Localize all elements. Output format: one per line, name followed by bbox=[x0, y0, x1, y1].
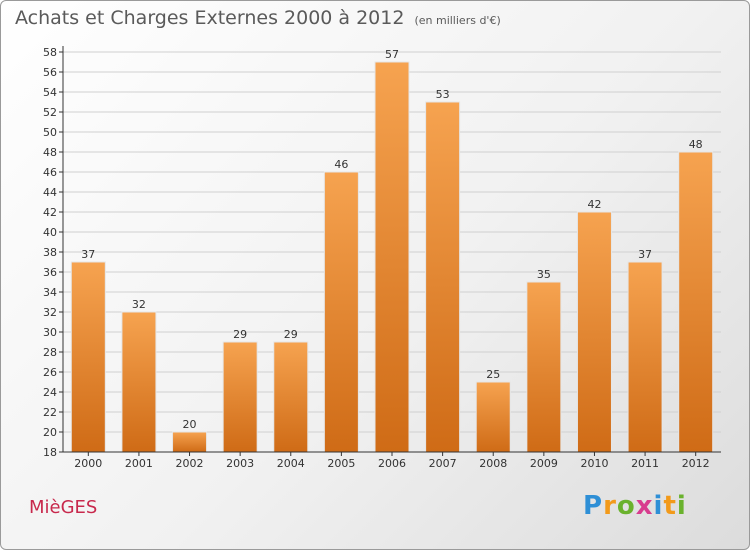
y-tick-label: 24 bbox=[43, 386, 57, 399]
x-tick-label: 2006 bbox=[378, 457, 406, 470]
logo-letter: P bbox=[583, 491, 604, 521]
bar-value-label: 46 bbox=[334, 158, 348, 171]
x-tick-label: 2005 bbox=[327, 457, 355, 470]
x-tick-label: 2004 bbox=[277, 457, 305, 470]
chart-title: Achats et Charges Externes 2000 à 2012 (e… bbox=[15, 7, 501, 29]
bar-value-label: 20 bbox=[183, 418, 197, 431]
bar-value-label: 25 bbox=[486, 368, 500, 381]
x-tick-label: 2010 bbox=[580, 457, 608, 470]
bar bbox=[70, 261, 106, 453]
bar bbox=[323, 171, 359, 453]
bars bbox=[70, 61, 714, 453]
bar bbox=[425, 101, 461, 453]
bar-value-label: 32 bbox=[132, 298, 146, 311]
y-tick-label: 50 bbox=[43, 126, 57, 139]
x-tick-label: 2011 bbox=[631, 457, 659, 470]
y-tick-label: 58 bbox=[43, 46, 57, 59]
logo-letter: t bbox=[663, 491, 677, 521]
labels: 18 20 22 24 26 28 30 32 34 36 38 40 42 44 46 48 50 52 54 56… bbox=[43, 46, 710, 470]
axes bbox=[59, 46, 721, 456]
bar-value-label: 29 bbox=[284, 328, 298, 341]
y-tick-label: 34 bbox=[43, 286, 57, 299]
logo-letter: i bbox=[653, 491, 664, 521]
x-tick-label: 2001 bbox=[125, 457, 153, 470]
y-tick-label: 46 bbox=[43, 166, 57, 179]
y-tick-label: 44 bbox=[43, 186, 57, 199]
bar-value-label: 57 bbox=[385, 48, 399, 61]
x-tick-label: 2007 bbox=[429, 457, 457, 470]
y-tick-label: 22 bbox=[43, 406, 57, 419]
bar-value-label: 48 bbox=[689, 138, 703, 151]
bar-value-label: 37 bbox=[81, 248, 95, 261]
y-tick-label: 56 bbox=[43, 66, 57, 79]
bar bbox=[374, 61, 410, 453]
bar bbox=[678, 151, 714, 453]
logo-letter: i bbox=[676, 491, 687, 521]
bar bbox=[222, 341, 258, 453]
y-tick-label: 54 bbox=[43, 86, 57, 99]
bar bbox=[172, 431, 208, 453]
y-tick-label: 52 bbox=[43, 106, 57, 119]
y-tick-label: 36 bbox=[43, 266, 57, 279]
bar bbox=[121, 311, 157, 453]
bar bbox=[576, 211, 612, 453]
y-tick-label: 40 bbox=[43, 226, 57, 239]
chart-title-text: Achats et Charges Externes 2000 à 2012 bbox=[15, 7, 405, 29]
bar bbox=[475, 381, 511, 453]
chart-unit: (en milliers d'€) bbox=[414, 14, 501, 27]
y-tick-label: 20 bbox=[43, 426, 57, 439]
proxiti-logo: Proxiti bbox=[583, 491, 687, 521]
x-tick-label: 2012 bbox=[682, 457, 710, 470]
y-tick-label: 30 bbox=[43, 326, 57, 339]
x-tick-label: 2003 bbox=[226, 457, 254, 470]
bar bbox=[273, 341, 309, 453]
bar-value-label: 37 bbox=[638, 248, 652, 261]
x-tick-label: 2000 bbox=[74, 457, 102, 470]
y-tick-label: 48 bbox=[43, 146, 57, 159]
y-tick-label: 18 bbox=[43, 446, 57, 459]
x-tick-label: 2002 bbox=[176, 457, 204, 470]
bar-value-label: 35 bbox=[537, 268, 551, 281]
y-tick-label: 32 bbox=[43, 306, 57, 319]
commune-name: MièGES bbox=[29, 497, 98, 518]
bar-value-label: 29 bbox=[233, 328, 247, 341]
y-tick-label: 42 bbox=[43, 206, 57, 219]
bar bbox=[627, 261, 663, 453]
bar-value-label: 53 bbox=[436, 88, 450, 101]
y-tick-label: 28 bbox=[43, 346, 57, 359]
x-tick-label: 2008 bbox=[479, 457, 507, 470]
bar-value-label: 42 bbox=[587, 198, 601, 211]
logo-letter: r bbox=[603, 491, 617, 521]
y-tick-label: 26 bbox=[43, 366, 57, 379]
logo-letter: o bbox=[616, 491, 636, 521]
bar bbox=[526, 281, 562, 453]
logo-letter: x bbox=[635, 491, 654, 521]
x-tick-label: 2009 bbox=[530, 457, 558, 470]
y-tick-label: 38 bbox=[43, 246, 57, 259]
